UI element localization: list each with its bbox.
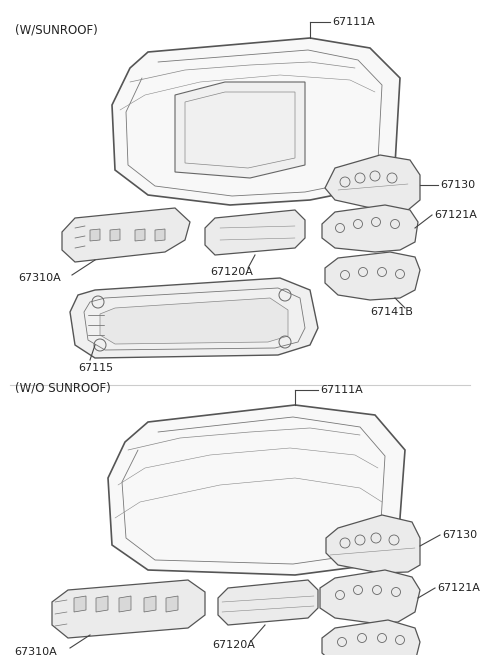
Text: 67115: 67115 xyxy=(78,363,113,373)
Polygon shape xyxy=(112,38,400,205)
Polygon shape xyxy=(325,252,420,300)
Text: 67121A: 67121A xyxy=(434,210,477,220)
Text: 67310A: 67310A xyxy=(14,647,57,655)
Polygon shape xyxy=(320,570,420,623)
Polygon shape xyxy=(119,596,131,612)
Text: 67111A: 67111A xyxy=(332,17,375,27)
Text: 67120A: 67120A xyxy=(210,267,253,277)
Polygon shape xyxy=(175,82,305,178)
Polygon shape xyxy=(74,596,86,612)
Text: 67111A: 67111A xyxy=(320,385,363,395)
Text: (W/O SUNROOF): (W/O SUNROOF) xyxy=(15,381,111,394)
Text: 67310A: 67310A xyxy=(18,273,61,283)
Text: 67141B: 67141B xyxy=(370,307,413,317)
Polygon shape xyxy=(166,596,178,612)
Polygon shape xyxy=(144,596,156,612)
Polygon shape xyxy=(70,278,318,358)
Polygon shape xyxy=(100,298,288,344)
Polygon shape xyxy=(322,205,418,252)
Text: 67120A: 67120A xyxy=(212,640,255,650)
Text: 67121A: 67121A xyxy=(437,583,480,593)
Polygon shape xyxy=(90,229,100,241)
Polygon shape xyxy=(52,580,205,638)
Text: 67130: 67130 xyxy=(442,530,477,540)
Text: 67130: 67130 xyxy=(440,180,475,190)
Polygon shape xyxy=(325,155,420,210)
Text: (W/SUNROOF): (W/SUNROOF) xyxy=(15,24,98,37)
Polygon shape xyxy=(205,210,305,255)
Polygon shape xyxy=(110,229,120,241)
Polygon shape xyxy=(96,596,108,612)
Polygon shape xyxy=(155,229,165,241)
Polygon shape xyxy=(218,580,318,625)
Polygon shape xyxy=(62,208,190,262)
Polygon shape xyxy=(322,620,420,655)
Polygon shape xyxy=(108,405,405,575)
Polygon shape xyxy=(326,515,420,573)
Polygon shape xyxy=(135,229,145,241)
